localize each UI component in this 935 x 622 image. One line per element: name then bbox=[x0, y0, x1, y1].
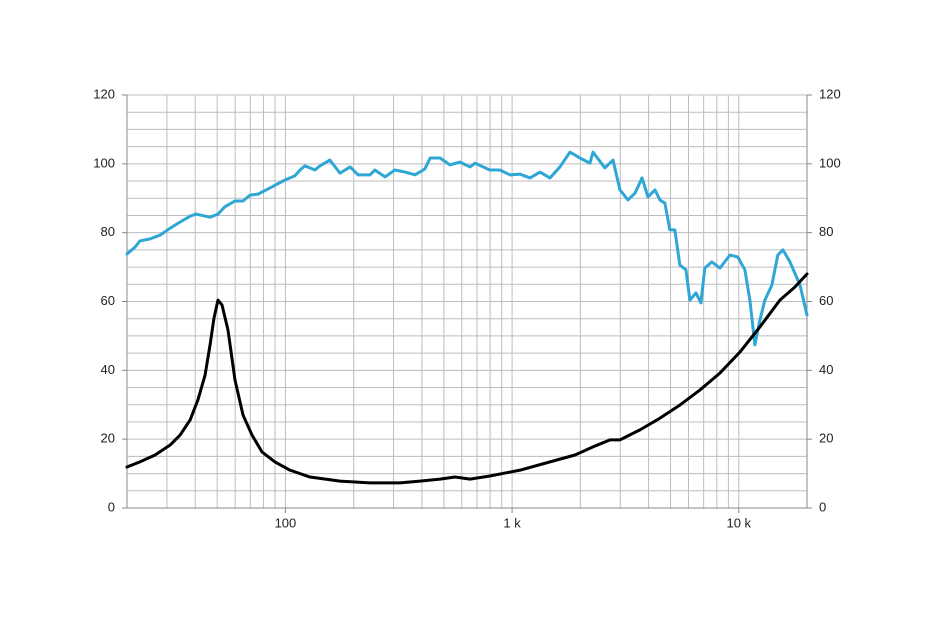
x-tick-label: 10 k bbox=[726, 515, 751, 530]
x-tick-label: 100 bbox=[275, 515, 297, 530]
y2-tick-label: 100 bbox=[819, 155, 841, 170]
y2-tick-label: 0 bbox=[819, 499, 826, 514]
y2-tick-label: 20 bbox=[819, 431, 833, 446]
y2-tick-label: 80 bbox=[819, 224, 833, 239]
y-tick-label: 40 bbox=[101, 362, 115, 377]
y-tick-label: 80 bbox=[101, 224, 115, 239]
y2-tick-label: 40 bbox=[819, 362, 833, 377]
y-tick-label: 120 bbox=[93, 86, 115, 101]
x-tick-label: 1 k bbox=[503, 515, 521, 530]
y-tick-label: 20 bbox=[101, 431, 115, 446]
series-line bbox=[125, 150, 809, 347]
y2-tick-label: 60 bbox=[819, 293, 833, 308]
series-line bbox=[125, 272, 809, 485]
y-tick-label: 60 bbox=[101, 293, 115, 308]
y-tick-label: 0 bbox=[108, 499, 115, 514]
y2-tick-label: 120 bbox=[819, 86, 841, 101]
y-tick-label: 100 bbox=[93, 155, 115, 170]
